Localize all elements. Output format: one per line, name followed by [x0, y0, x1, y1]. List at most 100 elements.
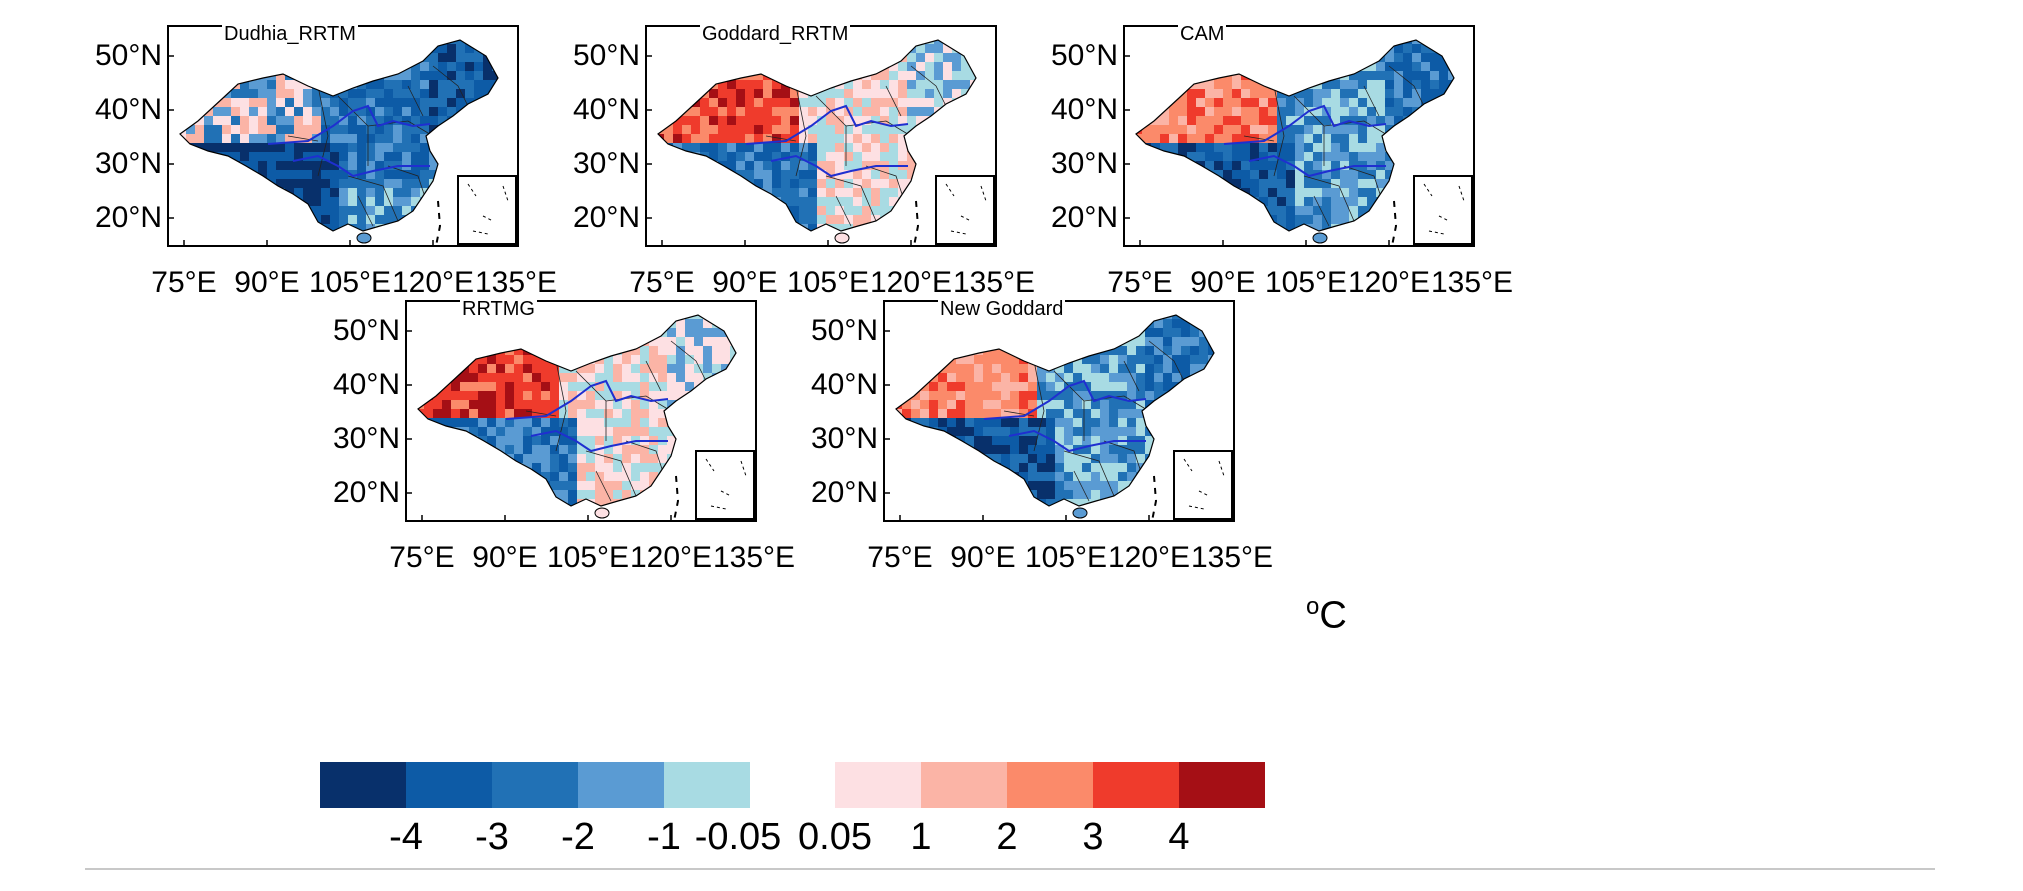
lon-tick-label: 135°E: [1430, 266, 1514, 299]
colorbar-segment-negative: [578, 762, 664, 808]
map-plot: [167, 25, 519, 247]
map-plot: [405, 300, 757, 522]
sea-boundary: [913, 200, 920, 247]
lon-tick-label: 120°E: [869, 266, 953, 299]
colorbar-segment-positive: [835, 762, 921, 808]
colorbar-segment-positive: [921, 762, 1007, 808]
lon-tick-label: 90°E: [234, 266, 300, 299]
lon-tick-label: 75°E: [867, 541, 933, 574]
colorbar-segment-positive: [1007, 762, 1093, 808]
colorbar-unit: oC: [1306, 593, 1347, 637]
country-outline: [657, 39, 977, 232]
lon-tick-label: 75°E: [1107, 266, 1173, 299]
frame-ticks: [1124, 55, 1473, 246]
colorbar-segment-negative: [406, 762, 492, 808]
panel-title: New Goddard: [938, 298, 1066, 321]
lat-tick-label: 20°N: [1050, 201, 1118, 234]
lon-tick-label: 75°E: [629, 266, 695, 299]
colorbar-segment-positive: [1179, 762, 1265, 808]
lat-tick-label: 30°N: [332, 422, 400, 455]
lon-tick-label: 105°E: [1264, 266, 1348, 299]
map-panel-cam: CAM: [1056, 20, 1656, 360]
lat-tick-label: 50°N: [332, 314, 400, 347]
rivers: [745, 104, 909, 178]
lon-tick-label: 105°E: [786, 266, 870, 299]
lon-tick-label: 120°E: [391, 266, 475, 299]
map-panel-goddard-rrtm: Goddard_RRTM: [578, 20, 1178, 360]
lon-tick-label: 90°E: [950, 541, 1016, 574]
colorbar-tick-label: -2: [561, 816, 595, 858]
sea-boundary: [1391, 200, 1398, 247]
lon-tick-label: 105°E: [546, 541, 630, 574]
lat-tick-label: 40°N: [572, 93, 640, 126]
frame-ticks: [406, 330, 755, 521]
colorbar-tick-label: 4: [1168, 816, 1190, 858]
hainan-island: [834, 232, 850, 244]
lat-tick-label: 50°N: [1050, 39, 1118, 72]
south-china-sea-inset: [935, 175, 995, 245]
lon-tick-label: 120°E: [629, 541, 713, 574]
lat-tick-label: 40°N: [810, 368, 878, 401]
lat-tick-label: 20°N: [94, 201, 162, 234]
lat-tick-label: 50°N: [810, 314, 878, 347]
lon-tick-label: 105°E: [308, 266, 392, 299]
map-panel-dudhia: Dudhia_RRTM: [100, 20, 700, 360]
lon-tick-label: 135°E: [952, 266, 1036, 299]
country-outline: [417, 314, 737, 507]
colorbar-tick-label: -4: [389, 816, 423, 858]
lon-tick-label: 75°E: [151, 266, 217, 299]
colorbar-segment-negative: [492, 762, 578, 808]
lat-tick-label: 30°N: [1050, 147, 1118, 180]
lon-tick-label: 120°E: [1107, 541, 1191, 574]
lat-tick-label: 20°N: [332, 476, 400, 509]
panel-title: RRTMG: [460, 298, 537, 321]
colorbar-tick-label: -1: [647, 816, 681, 858]
colorbar-tick-label: 1: [910, 816, 932, 858]
country-outline: [895, 314, 1215, 507]
south-china-sea-inset: [457, 175, 517, 245]
lon-tick-label: 75°E: [389, 541, 455, 574]
lon-tick-label: 135°E: [474, 266, 558, 299]
hainan-island: [356, 232, 372, 244]
colorbar-tick-label: 0.05: [798, 816, 872, 858]
lon-tick-label: 90°E: [1190, 266, 1256, 299]
lat-tick-label: 40°N: [1050, 93, 1118, 126]
hainan-island: [1072, 507, 1088, 519]
panel-title: Goddard_RRTM: [700, 23, 851, 46]
colorbar-tick-label: 3: [1082, 816, 1104, 858]
map-plot: [1123, 25, 1475, 247]
lon-tick-label: 90°E: [472, 541, 538, 574]
lat-tick-label: 50°N: [94, 39, 162, 72]
colorbar-tick-label: 2: [996, 816, 1018, 858]
bottom-rule: [85, 868, 1935, 870]
lon-tick-label: 135°E: [1190, 541, 1274, 574]
hainan-island: [594, 507, 610, 519]
lat-tick-label: 30°N: [94, 147, 162, 180]
lat-tick-label: 50°N: [572, 39, 640, 72]
hainan-island: [1312, 232, 1328, 244]
map-panel-rrtmg: RRTMG: [338, 295, 938, 635]
country-outline: [179, 39, 499, 232]
lat-tick-label: 40°N: [94, 93, 162, 126]
rivers: [1223, 104, 1387, 178]
south-china-sea-inset: [1413, 175, 1473, 245]
lat-tick-label: 30°N: [572, 147, 640, 180]
colorbar-tick-label: -3: [475, 816, 509, 858]
rivers: [505, 379, 669, 453]
lat-tick-label: 20°N: [572, 201, 640, 234]
colorbar-segment-negative: [320, 762, 406, 808]
rivers: [267, 104, 431, 178]
map-plot: [645, 25, 997, 247]
panel-title: Dudhia_RRTM: [222, 23, 358, 46]
colorbar-segment-positive: [1093, 762, 1179, 808]
frame-ticks: [646, 55, 995, 246]
colorbar-tick-label: -0.05: [694, 816, 782, 858]
colorbar-segment-negative: [664, 762, 750, 808]
lon-tick-label: 120°E: [1347, 266, 1431, 299]
south-china-sea-inset: [695, 450, 755, 520]
panel-title: CAM: [1178, 23, 1227, 46]
lon-tick-label: 135°E: [712, 541, 796, 574]
frame-ticks: [168, 55, 517, 246]
